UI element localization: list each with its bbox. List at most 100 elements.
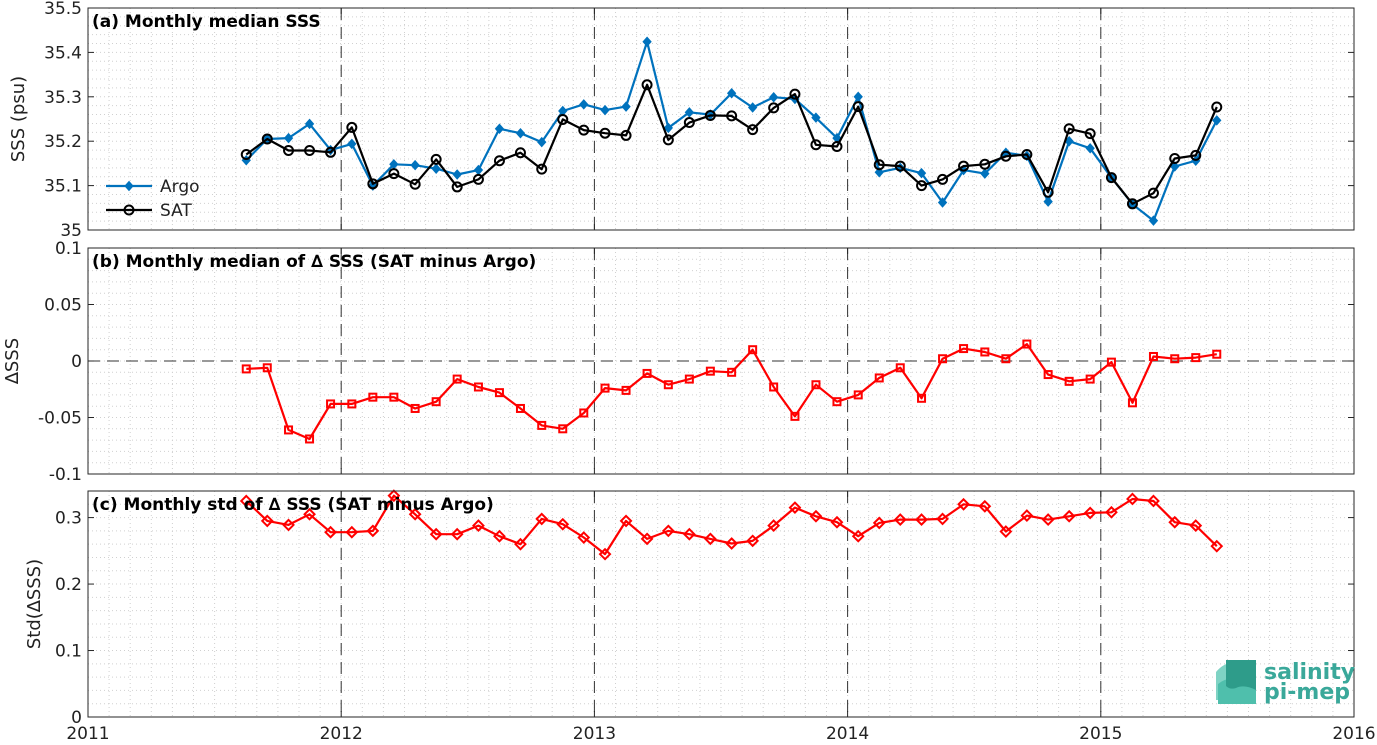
panel-b-y-ticks: -0.1 -0.05 0 0.05 0.1 bbox=[38, 239, 1355, 485]
data-point bbox=[937, 197, 948, 208]
data-point bbox=[811, 380, 821, 390]
data-point bbox=[305, 434, 315, 444]
data-point bbox=[642, 368, 652, 378]
data-point bbox=[999, 525, 1013, 538]
data-point bbox=[683, 117, 695, 129]
y-tick-label: 0 bbox=[71, 352, 82, 372]
x-tick-label: 2013 bbox=[573, 724, 616, 744]
data-point bbox=[536, 163, 548, 175]
data-point bbox=[1085, 143, 1095, 154]
series-line bbox=[245, 494, 1218, 556]
data-point bbox=[682, 527, 696, 541]
data-point bbox=[494, 388, 504, 398]
data-point bbox=[579, 99, 589, 110]
data-point bbox=[1170, 161, 1180, 172]
data-point bbox=[389, 392, 399, 402]
data-point bbox=[1085, 374, 1095, 384]
data-point bbox=[1190, 149, 1202, 161]
series-line bbox=[245, 83, 1218, 205]
data-point bbox=[1021, 149, 1033, 161]
data-point bbox=[262, 363, 272, 373]
data-point bbox=[409, 178, 421, 190]
data-point bbox=[663, 380, 673, 390]
data-point bbox=[1000, 150, 1012, 162]
data-point bbox=[894, 160, 906, 172]
data-point bbox=[853, 390, 863, 400]
data-point bbox=[514, 537, 527, 551]
legend: Argo SAT bbox=[106, 177, 200, 221]
data-point bbox=[789, 88, 801, 100]
data-point bbox=[788, 501, 802, 515]
data-point bbox=[895, 363, 905, 373]
data-point bbox=[241, 364, 251, 374]
data-point bbox=[450, 527, 464, 541]
data-point bbox=[980, 347, 990, 357]
data-point bbox=[1169, 153, 1181, 165]
data-point bbox=[431, 397, 441, 407]
data-point bbox=[537, 136, 547, 148]
data-point bbox=[1127, 398, 1137, 408]
data-point bbox=[1126, 492, 1139, 506]
data-point bbox=[1212, 349, 1222, 359]
data-point bbox=[452, 169, 462, 180]
data-point bbox=[703, 532, 717, 546]
data-point bbox=[978, 499, 992, 513]
legend-label: SAT bbox=[160, 201, 192, 221]
data-point bbox=[556, 517, 570, 531]
y-tick-label: 35.1 bbox=[44, 177, 82, 197]
data-point bbox=[368, 392, 378, 402]
data-point bbox=[662, 134, 674, 146]
data-point bbox=[747, 124, 759, 136]
data-point bbox=[367, 178, 379, 190]
legend-marker bbox=[123, 204, 135, 216]
salinity-pi-mep-logo: salinity pi-mep bbox=[1216, 660, 1355, 705]
data-point bbox=[704, 109, 716, 121]
y-tick-label: 0.2 bbox=[55, 575, 82, 595]
x-tick-label: 2011 bbox=[66, 724, 109, 744]
data-point bbox=[431, 163, 441, 174]
data-point bbox=[979, 158, 991, 170]
panel-c-y-axis-label: Std(∆SSS) bbox=[24, 559, 45, 649]
data-point bbox=[579, 408, 589, 418]
data-point bbox=[621, 385, 631, 395]
data-point bbox=[640, 532, 654, 546]
data-point bbox=[790, 411, 800, 421]
data-point bbox=[873, 159, 885, 171]
data-point bbox=[727, 367, 737, 377]
data-point bbox=[767, 519, 781, 532]
data-point bbox=[705, 366, 715, 376]
data-point bbox=[493, 155, 505, 167]
panel-c-y-ticks: 0 0.1 0.2 0.3 bbox=[55, 491, 1355, 728]
data-point bbox=[1147, 187, 1159, 199]
data-point bbox=[620, 129, 632, 141]
data-point bbox=[493, 529, 506, 543]
data-point bbox=[748, 345, 758, 355]
data-point bbox=[600, 383, 610, 393]
data-point bbox=[725, 537, 739, 550]
data-point bbox=[768, 102, 780, 114]
data-point bbox=[599, 127, 611, 139]
data-point bbox=[958, 160, 970, 172]
data-point bbox=[1064, 376, 1074, 386]
data-point bbox=[345, 525, 359, 539]
data-point bbox=[874, 167, 884, 178]
data-point bbox=[811, 112, 821, 123]
panel-median-delta-sss: -0.1 -0.05 0 0.05 0.1 (b) Monthly median of … bbox=[2, 239, 1355, 485]
data-point bbox=[304, 118, 315, 130]
y-tick-label: 35 bbox=[60, 221, 82, 241]
data-point bbox=[831, 141, 843, 153]
data-point bbox=[1001, 354, 1011, 364]
panel-b-data bbox=[241, 339, 1222, 444]
data-point bbox=[515, 403, 525, 413]
data-point bbox=[916, 180, 928, 192]
data-point bbox=[1022, 339, 1032, 349]
data-point bbox=[388, 168, 400, 180]
data-point bbox=[768, 91, 779, 103]
data-point bbox=[852, 101, 864, 113]
data-point bbox=[726, 87, 737, 99]
data-point bbox=[1189, 519, 1203, 532]
data-point bbox=[326, 399, 336, 409]
y-tick-label: -0.1 bbox=[49, 465, 82, 485]
data-point bbox=[1105, 172, 1117, 184]
